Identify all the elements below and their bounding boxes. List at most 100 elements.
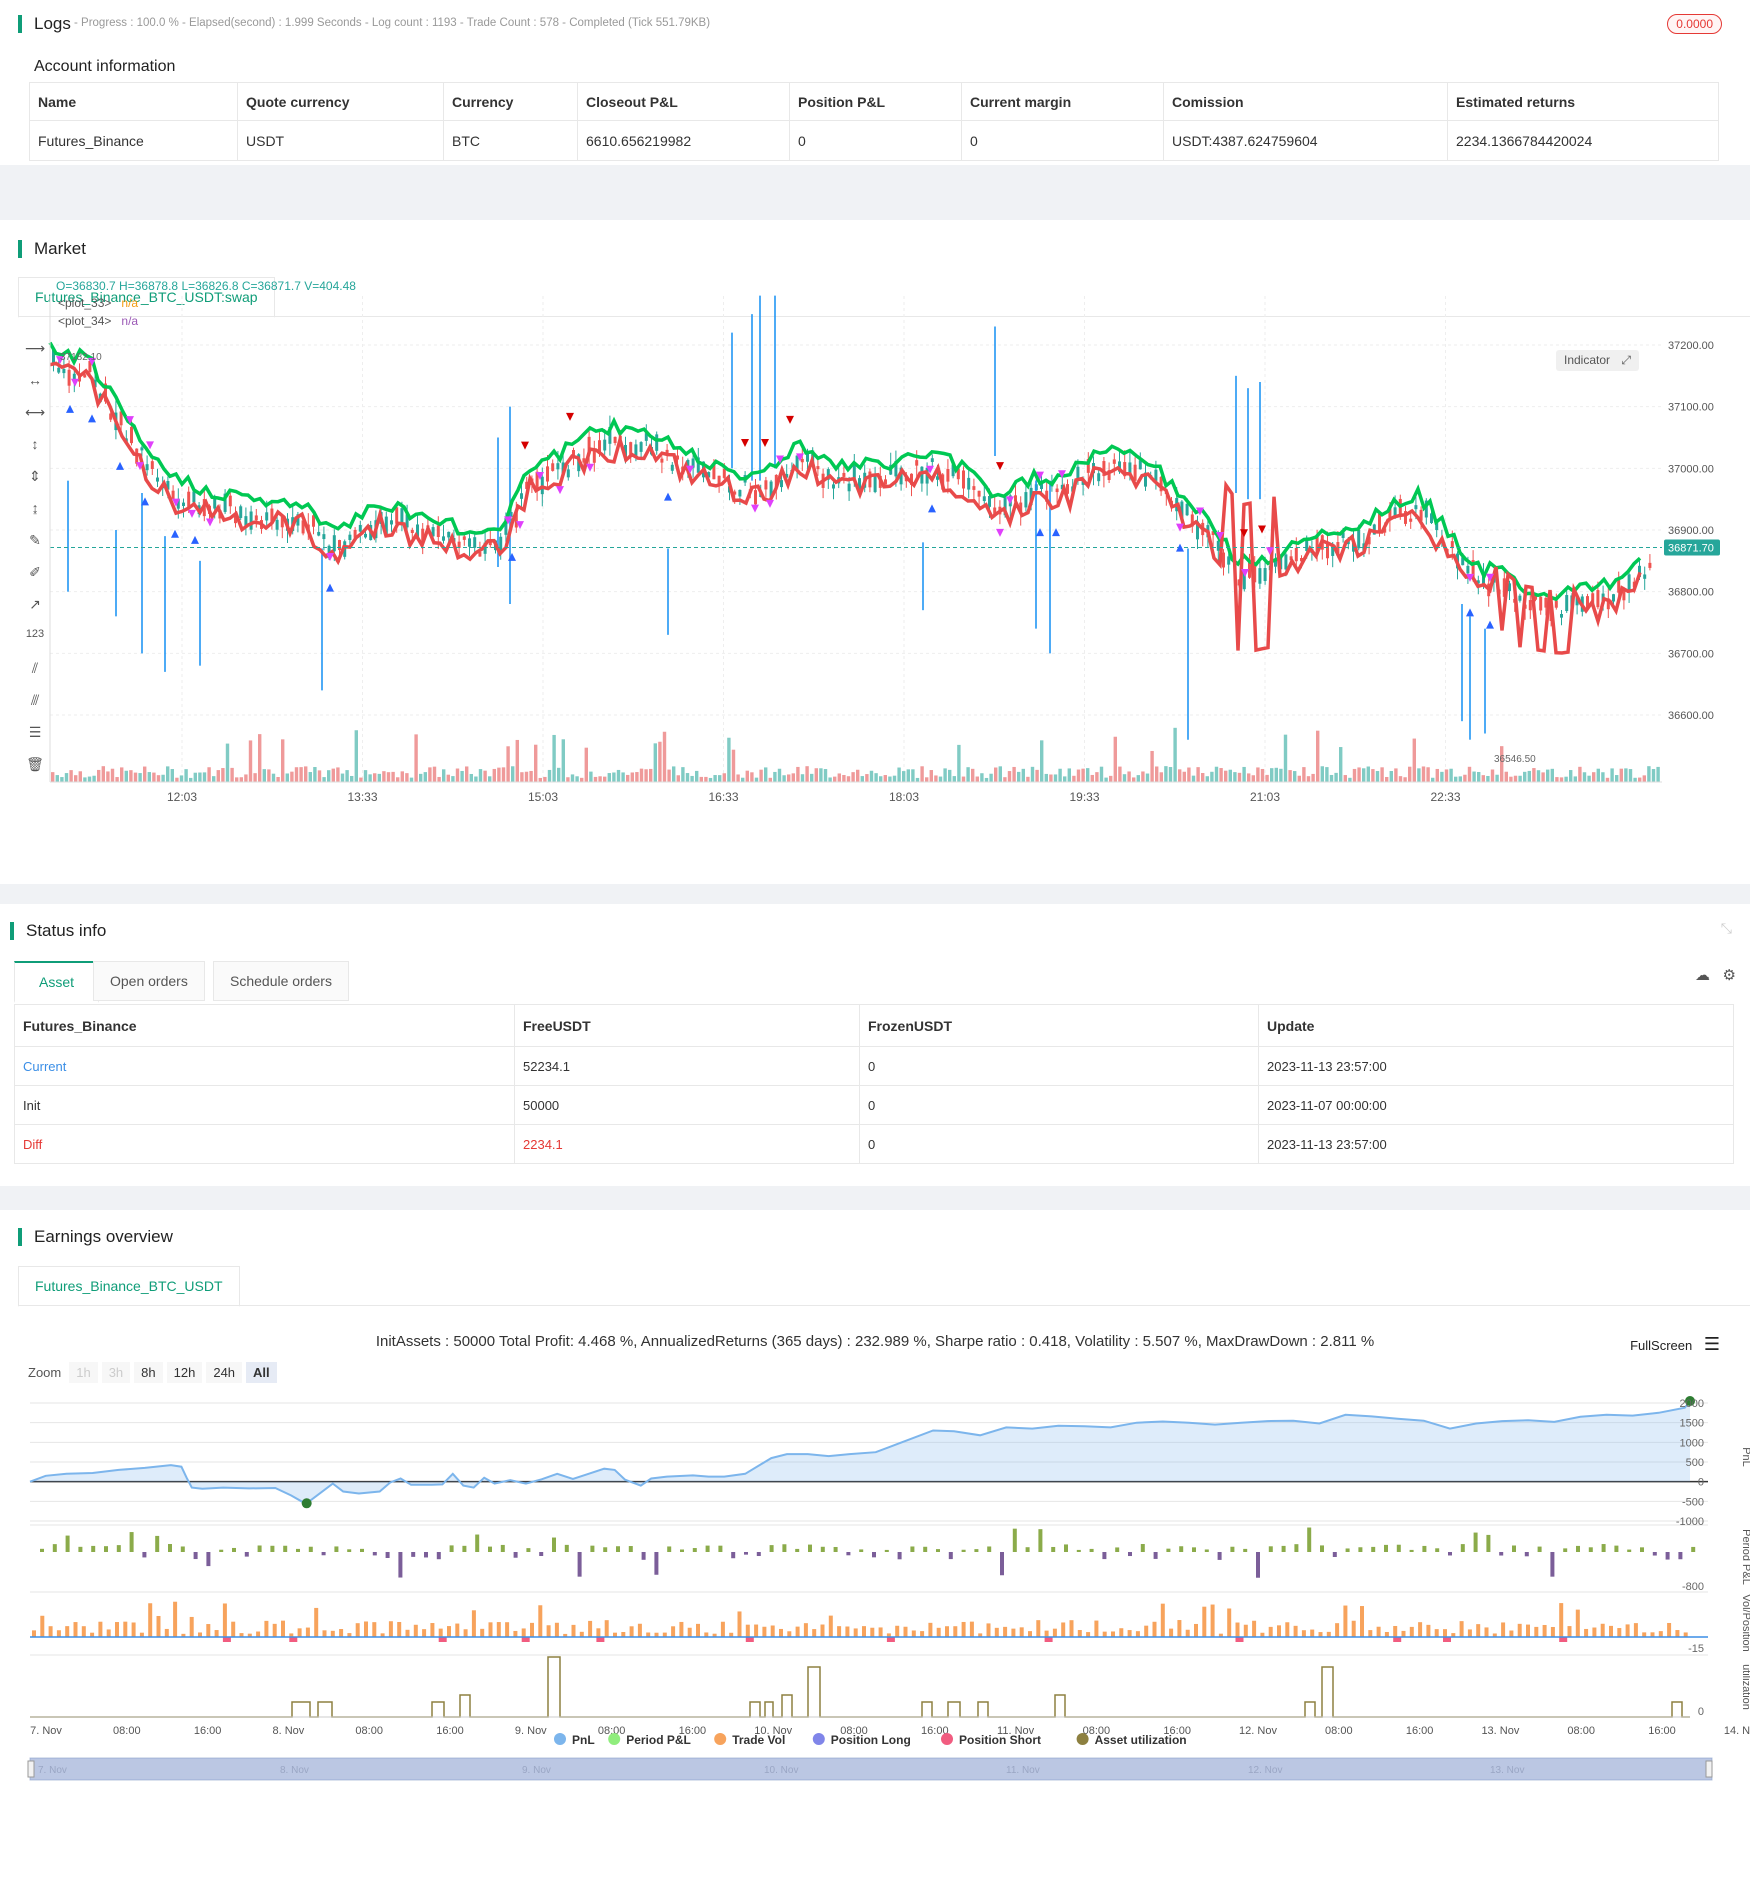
volume-bar [1481, 775, 1485, 782]
period-pnl-bar [641, 1552, 646, 1560]
earnings-symbol-tab[interactable]: Futures_Binance_BTC_USDT [18, 1266, 240, 1307]
volume-bar [276, 777, 280, 782]
gear-icon[interactable]: ⚙ [1722, 967, 1736, 984]
price-tick-label: 36700.00 [1668, 648, 1714, 660]
period-pnl-bar [52, 1544, 57, 1552]
earnings-chart[interactable]: 2000 1500 1000 500 0 -500 -1000 -800 -15 0 PnL Peri… [0, 1387, 1750, 1887]
volume-bar [1605, 777, 1610, 782]
trade-vol-bar [289, 1633, 294, 1637]
zoom-8h-button[interactable]: 8h [134, 1362, 163, 1383]
period-pnl-bar [1435, 1548, 1440, 1552]
trade-vol-bar [272, 1623, 277, 1637]
tab-asset[interactable]: Asset [14, 961, 100, 1003]
period-pnl-bar [923, 1546, 928, 1552]
position-short-bar [886, 1637, 895, 1642]
period-pnl-bar [1102, 1552, 1107, 1560]
text-tool-icon[interactable]: 123 [25, 628, 45, 640]
vertical-ray-tool-icon[interactable]: ⇕ [29, 468, 41, 484]
volume-bar [1288, 770, 1292, 782]
axis-title: utilization [1740, 1664, 1750, 1710]
trade-vol-bar [488, 1622, 493, 1637]
zoom-24h-button[interactable]: 24h [206, 1362, 243, 1383]
asset-row-label: Diff [14, 1124, 515, 1164]
indicator-label: Indicator [1564, 353, 1611, 367]
tab-schedule-orders[interactable]: Schedule orders [213, 961, 349, 1001]
channel-tool-icon[interactable]: ⫽ [31, 660, 39, 676]
candle-body [509, 511, 513, 517]
candle-body [296, 514, 300, 526]
volume-bar [294, 767, 299, 782]
zoom-3h-button[interactable]: 3h [101, 1362, 131, 1383]
volume-bar [97, 769, 101, 782]
trade-vol-bar [720, 1621, 725, 1637]
tab-open-orders[interactable]: Open orders [93, 961, 205, 1001]
zoom-1h-button[interactable]: 1h [69, 1362, 98, 1383]
candle-body [707, 472, 711, 478]
arrow-tool-icon[interactable]: ↗ [29, 596, 41, 612]
candle-body [442, 536, 445, 541]
candle-body [1123, 462, 1127, 477]
trade-vol-bar [1318, 1632, 1323, 1637]
account-table: Name Quote currency Currency Closeout P&… [29, 82, 1719, 161]
period-pnl-bar [552, 1537, 556, 1552]
volume-bar [1555, 777, 1559, 782]
candle-body [223, 493, 227, 512]
volume-bar [156, 775, 161, 782]
trash-icon[interactable]: 🗑 [26, 756, 44, 772]
candle-body [1476, 580, 1480, 584]
period-pnl-bar [360, 1548, 364, 1552]
volume-bar [396, 777, 400, 782]
volume-bar [184, 769, 188, 782]
volume-bar [285, 773, 289, 782]
volume-bar [1412, 738, 1416, 782]
candle-body [228, 495, 232, 507]
fib-tool-icon[interactable]: ⫻ [30, 692, 40, 708]
pen-tool-icon[interactable]: ✎ [29, 532, 41, 548]
market-symbol-tab[interactable]: Futures_Binance_BTC_USDT:swap [18, 277, 275, 318]
volume-bar [1049, 774, 1053, 782]
download-icon[interactable]: ☁ [1695, 967, 1710, 984]
period-pnl-bar [385, 1552, 390, 1558]
candle-body [712, 464, 716, 480]
trade-vol-bar [355, 1623, 360, 1637]
volume-bar [1477, 771, 1481, 782]
collapse-icon[interactable]: ⤡ [1720, 920, 1732, 936]
trend-line-tool-icon[interactable]: ⟶ [24, 340, 46, 356]
volume-bar [161, 774, 165, 782]
volume-bar [1012, 766, 1016, 782]
order-marker-icon [206, 518, 214, 527]
trade-vol-bar [48, 1626, 53, 1637]
price-range-tool-icon[interactable]: ↨ [31, 500, 39, 516]
trade-vol-bar [98, 1621, 103, 1637]
zoom-all-button[interactable]: All [246, 1362, 277, 1383]
period-pnl-bar [1230, 1546, 1235, 1552]
trade-vol-bar [1567, 1626, 1572, 1637]
levels-tool-icon[interactable]: ☰ [28, 724, 42, 740]
menu-icon[interactable]: ☰ [1703, 1334, 1720, 1354]
vertical-line-tool-icon[interactable]: ↕ [31, 436, 39, 452]
volume-bar [455, 768, 460, 782]
zoom-12h-button[interactable]: 12h [166, 1362, 203, 1383]
trade-vol-bar [895, 1625, 900, 1637]
candle-body [946, 469, 950, 482]
pnl-tick-label: 2000 [1680, 1398, 1704, 1410]
volume-bar [1421, 766, 1426, 782]
volume-bar [78, 771, 82, 782]
trade-vol-bar [480, 1628, 485, 1637]
trade-vol-bar [571, 1624, 576, 1637]
volume-bar [842, 774, 846, 782]
time-tick-label: 21:03 [1250, 790, 1280, 804]
indicator-button[interactable]: Indicator ⤢ [1556, 350, 1639, 371]
expand-icon[interactable]: ⤢ [1621, 353, 1631, 367]
horizontal-line-tool-icon[interactable]: ⟷ [24, 404, 46, 420]
fullscreen-button[interactable]: FullScreen ☰ [1630, 1334, 1720, 1355]
volume-bar [952, 776, 956, 782]
brush-tool-icon[interactable]: ✐ [29, 564, 41, 580]
candle-body [1118, 461, 1121, 472]
trade-vol-bar [281, 1620, 285, 1637]
trade-vol-bar [828, 1615, 833, 1637]
candle-body [566, 469, 570, 478]
candlestick-chart[interactable]: 37200.00 37100.00 37000.00 36900.00 36800.00… [0, 276, 1750, 836]
ray-tool-icon[interactable]: ↔ [28, 372, 42, 388]
candle-body [572, 450, 575, 456]
